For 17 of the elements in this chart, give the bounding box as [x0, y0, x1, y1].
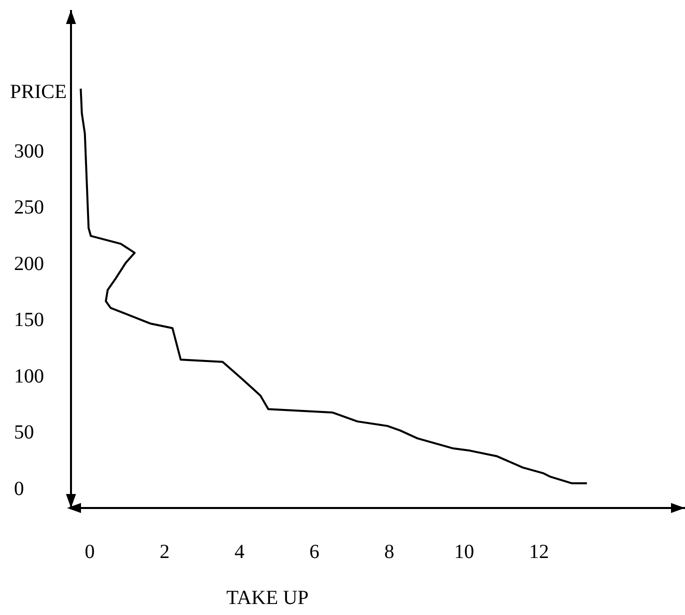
- x-tick-label: 6: [309, 541, 320, 564]
- y-tick-label: 50: [14, 422, 34, 444]
- x-tick-label: 10: [454, 541, 474, 564]
- x-tick-label: 4: [234, 541, 244, 564]
- y-tick-label: 100: [14, 365, 44, 388]
- x-axis-title: TAKE UP: [226, 587, 309, 609]
- x-tick-label: 0: [84, 541, 95, 564]
- y-tick-label: 150: [14, 309, 44, 332]
- y-tick-label: 250: [14, 196, 44, 219]
- line-series: [80, 88, 588, 484]
- y-axis-title: PRICE: [10, 81, 67, 103]
- x-tick-label: 2: [160, 541, 170, 564]
- y-tick-label: 300: [14, 140, 44, 163]
- x-tick-label: 12: [528, 541, 549, 564]
- y-tick-label: 0: [14, 478, 24, 500]
- y-tick-label: 200: [14, 252, 44, 275]
- x-tick-label: 8: [384, 541, 394, 564]
